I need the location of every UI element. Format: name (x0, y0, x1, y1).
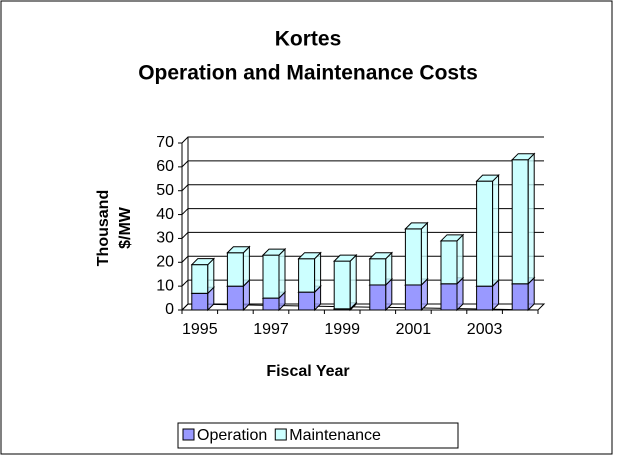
x-tick-label: 1997 (253, 321, 289, 338)
bar-top (510, 153, 536, 161)
bar-top (190, 258, 216, 266)
y-tick-label: 20 (156, 254, 174, 271)
bar (333, 260, 351, 310)
chart-subtitle: Operation and Maintenance Costs (138, 62, 478, 85)
bar-top (332, 254, 358, 262)
bar-top (475, 174, 500, 182)
y-tick-label: 50 (156, 182, 174, 199)
grid-line (181, 208, 544, 215)
y-tick-label: 30 (156, 230, 174, 247)
bar (262, 297, 280, 311)
bar (226, 252, 244, 287)
y-tick-label: 0 (165, 301, 174, 318)
y-tick-label: 70 (156, 134, 174, 151)
y-tick-label: 40 (156, 206, 174, 223)
bar (191, 264, 209, 294)
x-tick-label: 2001 (396, 321, 432, 338)
bar (262, 254, 280, 299)
bar-top (261, 248, 287, 256)
chart-title: Kortes (275, 28, 342, 51)
bar (511, 283, 529, 311)
bar-top (226, 246, 251, 254)
x-tick-label: 1995 (182, 321, 218, 338)
legend-box (177, 422, 459, 449)
bar (226, 285, 244, 311)
x-tick-label: 1999 (324, 321, 360, 338)
y-tick-label: 60 (156, 158, 174, 175)
bar-side (420, 221, 428, 287)
legend-label: Maintenance (289, 427, 381, 444)
bar-top (297, 252, 322, 260)
bar (369, 284, 387, 311)
legend-swatch (274, 428, 287, 441)
bar (369, 258, 387, 286)
x-axis-label: Fiscal Year (266, 363, 349, 380)
y-tick-label: 10 (156, 277, 174, 294)
bar (511, 159, 529, 285)
bar-top (404, 222, 429, 230)
bar (298, 258, 316, 293)
bar-top (439, 234, 465, 242)
bar-top (368, 252, 394, 260)
bar-side (456, 233, 464, 285)
bar (404, 284, 422, 311)
y-axis-label: Thousand (95, 190, 112, 266)
y-axis-label: $/MW (117, 206, 134, 249)
grid-line (181, 136, 544, 144)
bar (440, 240, 458, 285)
grid-line (181, 184, 544, 192)
bar-side (492, 173, 500, 288)
bar (476, 180, 494, 287)
bar (298, 291, 316, 311)
bar-side (314, 251, 322, 294)
bar-side (527, 152, 535, 285)
bar (191, 292, 209, 311)
grid-line (181, 160, 544, 168)
bar-side (242, 245, 250, 288)
legend-swatch (182, 428, 195, 441)
bar (404, 228, 422, 286)
legend-label: Operation (197, 427, 267, 444)
bar (476, 285, 494, 311)
bar (440, 283, 458, 311)
bar-side (278, 247, 286, 300)
x-tick-label: 2003 (467, 321, 503, 338)
bar-side (349, 253, 357, 311)
